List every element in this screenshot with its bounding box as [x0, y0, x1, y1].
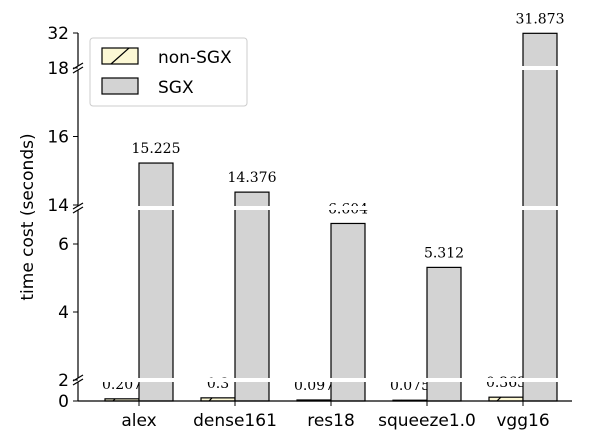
bar-hatch-non-sgx-vgg16 — [496, 396, 502, 402]
category-labels-layer: alex dense161 res18 squeeze1.0 vgg16 — [121, 401, 550, 431]
x-tick-label: alex — [121, 411, 156, 431]
y-tick-label: 18 — [47, 59, 69, 79]
y-tick-label: 14 — [47, 196, 69, 216]
y-axis-break-mark — [72, 202, 84, 210]
y-tick-label: 2 — [58, 371, 69, 391]
bar-sgx-vgg16 — [522, 32, 558, 402]
legend-label-non-sgx: non-SGX — [158, 48, 232, 68]
y-axis-title: time cost (seconds) — [18, 133, 38, 300]
bars-layer: 0.20715.2250.314.3760.0976.6040.0755.312… — [102, 11, 565, 402]
legend-item-non-sgx: non-SGX — [101, 47, 232, 68]
y-tick-label: 0 — [58, 392, 69, 412]
data-label-non-sgx-squeeze1-0: 0.075 — [390, 378, 430, 394]
x-tick-label: dense161 — [193, 411, 277, 431]
x-tick-label: res18 — [307, 411, 355, 431]
axis-break-gap-break-2 — [79, 378, 573, 382]
axis-breaks-layer — [79, 66, 573, 382]
y-tick-label: 6 — [58, 235, 69, 255]
legend-item-sgx: SGX — [101, 77, 194, 98]
x-tick-label: vgg16 — [496, 411, 549, 431]
data-label-sgx-vgg16: 31.873 — [516, 11, 565, 27]
legend-swatch-sgx — [101, 77, 139, 95]
y-tick-label: 32 — [47, 24, 69, 44]
legend-hatch-non-sgx — [110, 47, 130, 65]
data-label-sgx-squeeze1-0: 5.312 — [424, 245, 464, 261]
x-tick-label: squeeze1.0 — [378, 411, 476, 431]
y-axis-break-mark — [72, 378, 84, 386]
legend-label-sgx: SGX — [158, 78, 194, 98]
data-label-non-sgx-vgg16: 0.363 — [486, 375, 526, 391]
legend: non-SGX SGX — [89, 37, 248, 107]
y-tick-label: 16 — [47, 128, 69, 148]
y-axis-break-mark — [72, 66, 84, 74]
y-ticks-layer: 02 4 6 14 16 18 32 — [47, 24, 78, 412]
y-axis-title-group: time cost (seconds) — [18, 133, 38, 300]
axis-break-gap-break-7-14 — [79, 206, 573, 210]
y-tick-label: 4 — [58, 303, 69, 323]
axis-break-gap-break-18 — [79, 66, 573, 70]
bar-sgx-dense161 — [234, 191, 270, 402]
bar-sgx-res18 — [330, 222, 366, 402]
data-label-sgx-alex: 15.225 — [132, 141, 181, 157]
bar-sgx-alex — [138, 162, 174, 402]
y-axis-break-mark — [72, 206, 84, 214]
axes-layer — [72, 33, 572, 402]
data-label-sgx-dense161: 14.376 — [228, 170, 277, 186]
